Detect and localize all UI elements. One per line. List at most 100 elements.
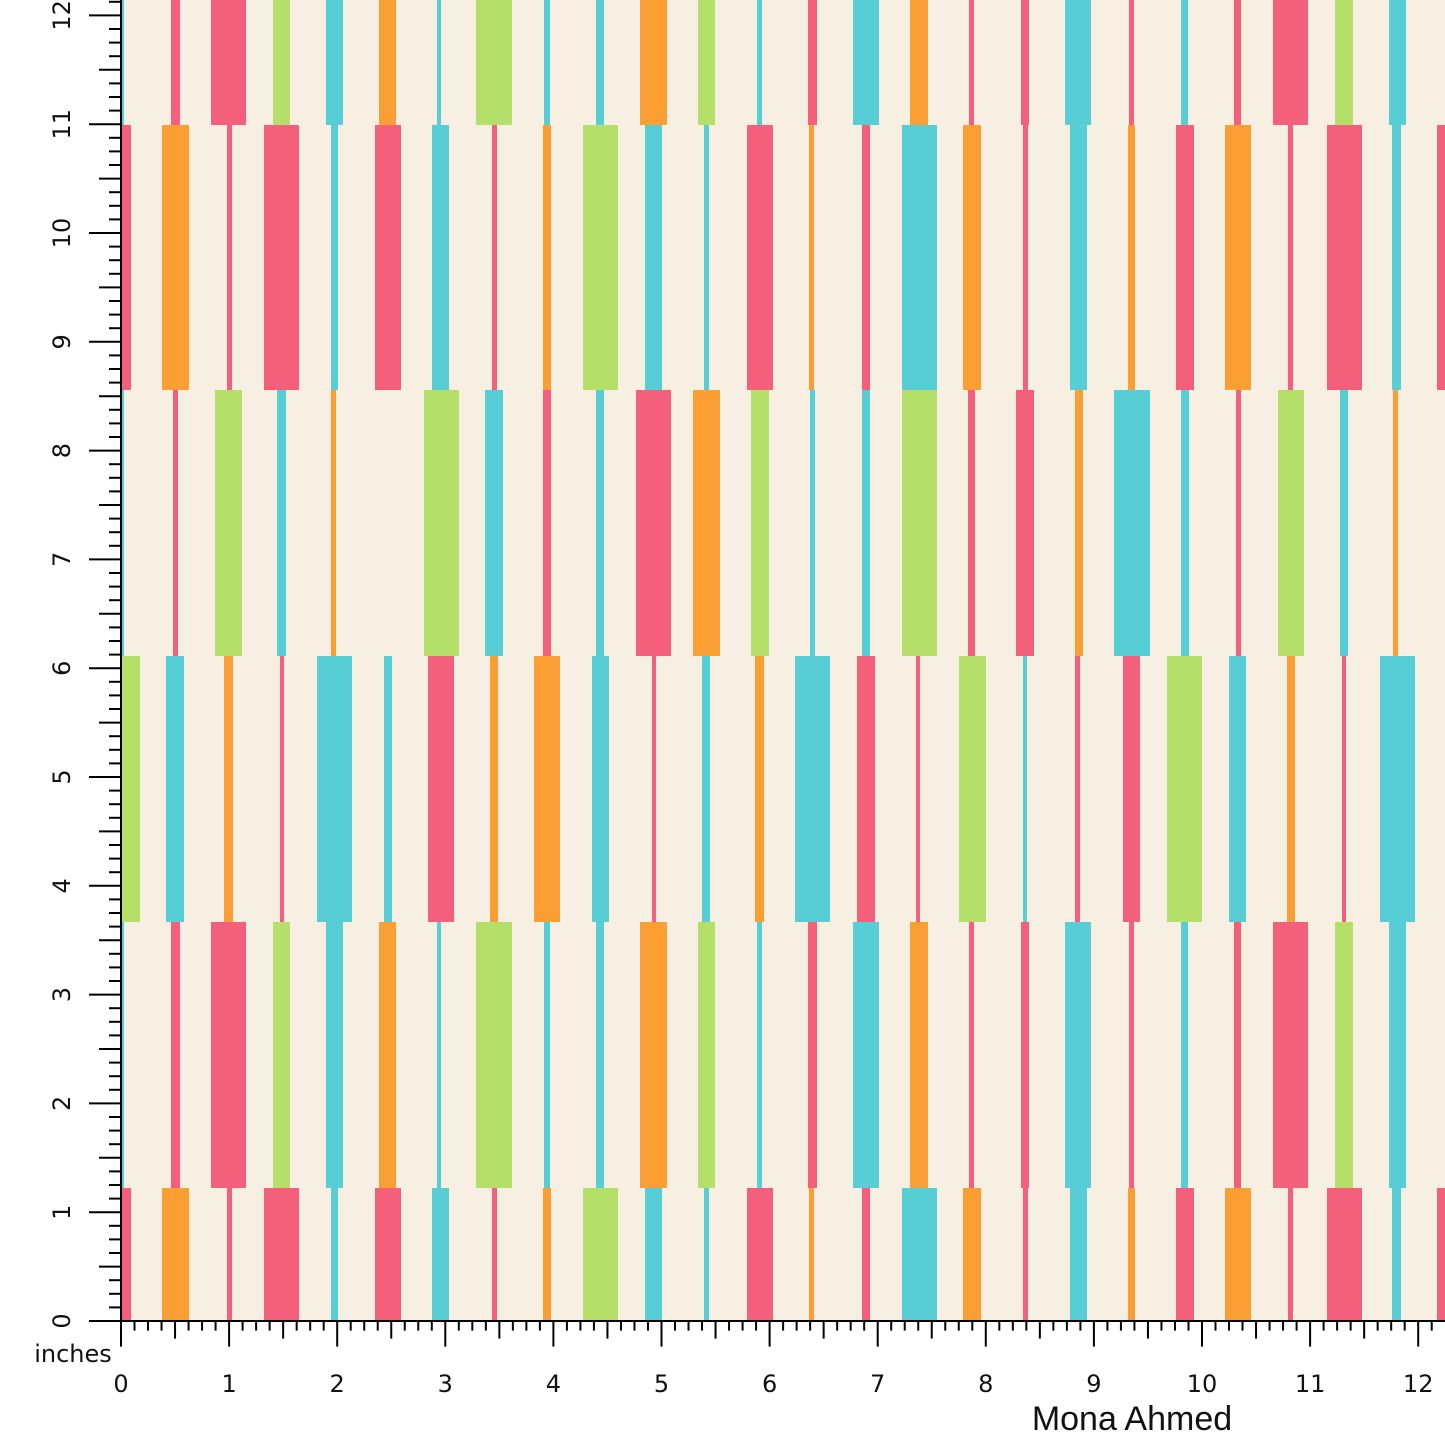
stripe <box>809 1188 814 1321</box>
y-ruler-label: 9 <box>48 334 76 349</box>
stripe <box>492 1188 497 1321</box>
stripe <box>916 656 920 922</box>
stripe <box>704 125 709 390</box>
stripe <box>902 125 937 390</box>
stripe <box>437 0 441 125</box>
stripe <box>211 922 246 1188</box>
stripe <box>331 390 336 656</box>
stripe <box>1176 125 1194 390</box>
stripe <box>969 922 974 1188</box>
stripe <box>757 922 762 1188</box>
stripe <box>432 125 449 390</box>
stripe <box>747 1188 773 1321</box>
stripe <box>1335 0 1353 125</box>
stripe <box>1021 0 1029 125</box>
stripe <box>317 656 352 922</box>
stripe <box>1389 0 1406 125</box>
stripe <box>1114 390 1150 656</box>
stripe <box>375 1188 401 1321</box>
x-ruler-label: 12 <box>1403 1370 1434 1398</box>
stripe <box>1016 390 1034 656</box>
stripe <box>640 0 667 125</box>
y-ruler-label: 6 <box>48 661 76 676</box>
stripe <box>652 656 656 922</box>
stripe <box>173 390 178 656</box>
y-ruler-label: 11 <box>48 109 76 140</box>
x-ruler-label: 4 <box>546 1370 561 1398</box>
stripe <box>902 390 937 656</box>
stripe <box>1176 1188 1194 1321</box>
stripe <box>1181 922 1188 1188</box>
stripe <box>543 1188 551 1321</box>
y-ruler-label: 3 <box>48 987 76 1002</box>
stripe <box>808 922 817 1188</box>
stripe <box>1075 390 1083 656</box>
x-ruler-label: 1 <box>221 1370 236 1398</box>
stripe <box>1236 390 1241 656</box>
stripe <box>534 656 560 922</box>
stripe <box>379 0 396 125</box>
x-ruler-label: 10 <box>1187 1370 1218 1398</box>
y-ruler-label: 4 <box>48 878 76 893</box>
stripe <box>698 922 715 1188</box>
stripe <box>326 922 343 1188</box>
stripe <box>698 0 715 125</box>
y-ruler-label: 0 <box>48 1313 76 1328</box>
stripe <box>1181 390 1189 656</box>
stripe <box>583 125 618 390</box>
stripe <box>1327 125 1362 390</box>
stripe <box>121 922 124 1188</box>
stripe <box>1287 656 1295 922</box>
x-ruler-label: 0 <box>113 1370 128 1398</box>
stripe <box>432 1188 449 1321</box>
stripe <box>1225 125 1251 390</box>
stripe <box>543 125 551 390</box>
stripe <box>757 0 762 125</box>
x-ruler-label: 2 <box>330 1370 345 1398</box>
stripe <box>1342 656 1346 922</box>
stripe <box>968 390 975 656</box>
stripe <box>428 656 454 922</box>
stripe <box>747 125 773 390</box>
stripe <box>1327 1188 1362 1321</box>
stripe <box>544 922 550 1188</box>
stripe <box>795 656 830 922</box>
stripe <box>1392 125 1401 390</box>
y-ruler-label: 1 <box>48 1205 76 1220</box>
stripe <box>862 1188 870 1321</box>
stripe <box>1335 922 1353 1188</box>
stripe <box>331 1188 338 1321</box>
stripe <box>1273 922 1308 1188</box>
stripe <box>963 1188 981 1321</box>
fabric-pattern <box>121 0 1445 1321</box>
y-ruler-label: 7 <box>48 552 76 567</box>
stripe <box>1023 656 1027 922</box>
stripe <box>1065 922 1091 1188</box>
stripe <box>751 390 769 656</box>
stripe <box>379 922 396 1188</box>
stripe <box>963 125 981 390</box>
stripe <box>1288 125 1293 390</box>
stripe <box>645 1188 662 1321</box>
x-ruler-label: 3 <box>438 1370 453 1398</box>
stripe <box>375 125 401 390</box>
stripe <box>810 390 815 656</box>
stripe <box>331 125 338 390</box>
stripe <box>1065 0 1091 125</box>
x-ruler-label: 6 <box>762 1370 777 1398</box>
stripe <box>1123 656 1140 922</box>
x-ruler-label: 5 <box>654 1370 669 1398</box>
stripe <box>1181 0 1188 125</box>
stripe <box>227 125 232 390</box>
stripe <box>1437 125 1445 390</box>
stripe <box>596 390 604 656</box>
stripe <box>910 0 928 125</box>
stripe <box>543 390 551 656</box>
stripe <box>693 390 720 656</box>
stripe <box>121 656 140 922</box>
stripe <box>1128 125 1135 390</box>
stripe <box>121 1188 131 1321</box>
stripe <box>273 922 290 1188</box>
stripe <box>476 922 512 1188</box>
